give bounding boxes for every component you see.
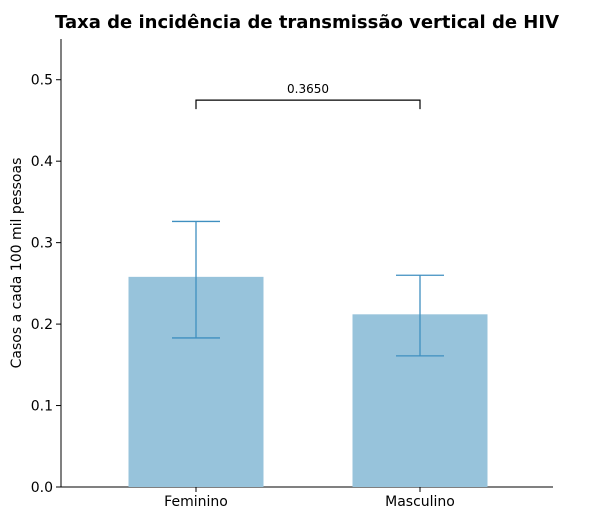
y-axis-label: Casos a cada 100 mil pessoas	[9, 158, 25, 369]
plot-area: 0.0 0.1 0.2 0.3 0.4 0.5 Feminino Masculino 0.365…	[31, 39, 553, 510]
x-tick-label: Masculino	[385, 494, 455, 510]
y-tick-label: 0.0	[31, 480, 53, 496]
y-tick-label: 0.2	[31, 317, 53, 333]
significance-label: 0.3650	[287, 82, 329, 96]
y-tick-label: 0.1	[31, 399, 53, 415]
y-tick-label: 0.3	[31, 236, 53, 252]
y-tick-label: 0.5	[31, 73, 53, 89]
x-tick-label: Feminino	[164, 494, 228, 510]
y-tick-label: 0.4	[31, 154, 53, 170]
chart-title: Taxa de incidência de transmissão vertic…	[55, 12, 559, 33]
significance-bracket	[195, 99, 421, 110]
